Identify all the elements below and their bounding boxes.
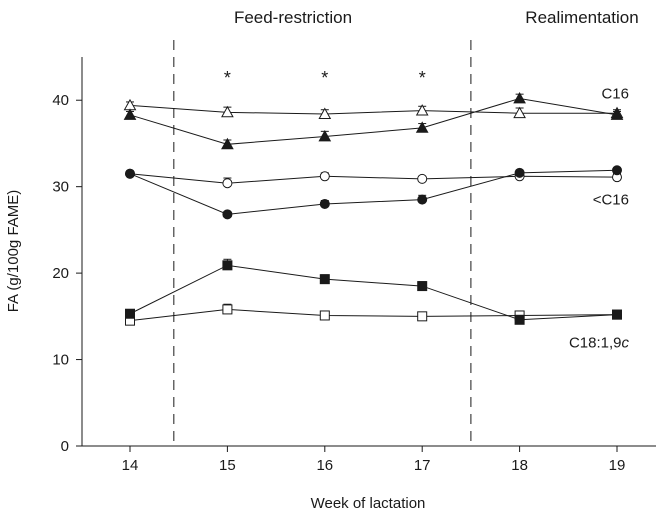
data-point bbox=[513, 106, 526, 119]
series-triangle-open bbox=[123, 98, 624, 119]
series-line bbox=[129, 264, 618, 321]
y-tick-label: 20 bbox=[52, 265, 69, 282]
axes: 14 15 16 17 18 19 0 10 20 30 40 bbox=[52, 57, 656, 474]
data-point bbox=[610, 108, 624, 120]
data-point bbox=[125, 308, 135, 319]
data-point bbox=[319, 274, 330, 285]
data-point bbox=[417, 311, 428, 322]
x-tick-label: 19 bbox=[609, 457, 626, 474]
x-tick-label: 18 bbox=[511, 457, 528, 474]
data-point bbox=[222, 260, 233, 271]
data-point bbox=[319, 171, 330, 182]
significance-asterisk: * bbox=[321, 68, 328, 88]
data-point bbox=[222, 178, 233, 189]
data-point bbox=[415, 104, 429, 116]
phase-layer: Feed-restriction Realimentation bbox=[173, 8, 639, 446]
data-point bbox=[222, 304, 233, 315]
data-point bbox=[417, 281, 428, 292]
data-point bbox=[612, 165, 622, 176]
series-triangle-filled bbox=[123, 91, 624, 150]
data-point bbox=[123, 98, 137, 111]
data-point bbox=[514, 314, 525, 325]
data-point bbox=[417, 173, 428, 184]
annotation-italic-suffix: c bbox=[622, 334, 630, 351]
data-point bbox=[415, 121, 429, 133]
data-point bbox=[123, 108, 137, 120]
series-annotation: <C16 bbox=[593, 192, 629, 209]
series-line bbox=[129, 169, 618, 215]
series-line bbox=[129, 308, 618, 322]
y-axis-title: FA (g/100g FAME) bbox=[5, 190, 22, 313]
data-point bbox=[417, 194, 428, 205]
series-line bbox=[129, 173, 618, 184]
data-point bbox=[612, 309, 622, 320]
data-point bbox=[318, 107, 332, 119]
data-point bbox=[514, 167, 525, 178]
series-square-open bbox=[125, 303, 622, 326]
series-annotation: C18:1,9c bbox=[569, 334, 630, 351]
data-point bbox=[221, 105, 234, 118]
data-point bbox=[513, 91, 526, 104]
y-tick-label: 40 bbox=[52, 92, 69, 109]
x-tick-label: 15 bbox=[219, 457, 236, 474]
significance-asterisk: * bbox=[224, 68, 231, 88]
series-square-filled bbox=[125, 258, 622, 325]
x-tick-label: 14 bbox=[122, 457, 139, 474]
series-circle-filled bbox=[125, 165, 622, 220]
data-point bbox=[125, 168, 135, 179]
y-tick-label: 10 bbox=[52, 352, 69, 369]
data-point bbox=[318, 129, 332, 142]
series-annotation: C16 bbox=[601, 85, 629, 102]
data-point bbox=[221, 137, 234, 150]
data-point bbox=[319, 198, 330, 209]
series-layer bbox=[123, 91, 624, 326]
data-point bbox=[222, 209, 233, 220]
phase-label-realimentation: Realimentation bbox=[525, 8, 638, 27]
significance-asterisk: * bbox=[419, 68, 426, 88]
y-tick-label: 0 bbox=[61, 438, 69, 455]
series-line bbox=[129, 97, 618, 145]
x-axis-title: Week of lactation bbox=[311, 495, 426, 512]
y-tick-label: 30 bbox=[52, 179, 69, 196]
series-line bbox=[129, 104, 617, 115]
phase-label-feed-restriction: Feed-restriction bbox=[234, 8, 352, 27]
text-layer: Week of lactation FA (g/100g FAME) * * * C1… bbox=[5, 68, 630, 512]
x-tick-label: 16 bbox=[316, 457, 333, 474]
data-point bbox=[319, 310, 330, 321]
x-tick-label: 17 bbox=[414, 457, 431, 474]
